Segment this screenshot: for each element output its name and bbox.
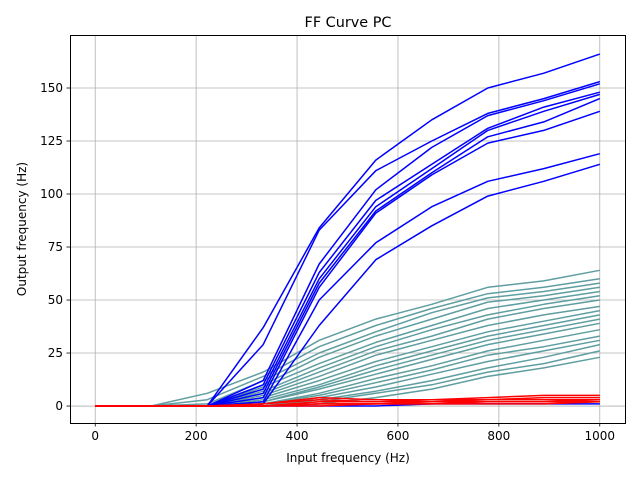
plot-frame: [70, 35, 626, 424]
series-line: [95, 278, 600, 407]
y-tick-label: 150: [40, 81, 63, 95]
x-tick-label: 200: [185, 429, 208, 443]
data-lines: [95, 53, 601, 407]
series-line: [95, 282, 600, 407]
x-axis-ticks: 0 200 400 600 800 1000: [91, 423, 615, 443]
series-line: [95, 269, 600, 407]
y-tick-label: 25: [48, 346, 63, 360]
chart-title: FF Curve PC: [305, 15, 392, 31]
x-tick-label: 0: [91, 429, 99, 443]
x-tick-label: 800: [487, 429, 510, 443]
x-axis-label: Input frequency (Hz): [286, 451, 410, 465]
x-tick-label: 400: [286, 429, 309, 443]
y-axis-ticks: 0 25 50 75 100 125 150: [40, 81, 70, 413]
x-tick-label: 1000: [584, 429, 615, 443]
y-tick-label: 0: [55, 399, 63, 413]
y-tick-label: 75: [48, 240, 63, 254]
y-axis-label: Output frequency (Hz): [15, 162, 29, 296]
y-tick-label: 50: [48, 293, 63, 307]
y-tick-label: 125: [40, 134, 63, 148]
grid: [70, 35, 625, 423]
y-tick-label: 100: [40, 187, 63, 201]
x-tick-label: 600: [387, 429, 410, 443]
series-line: [95, 401, 600, 407]
